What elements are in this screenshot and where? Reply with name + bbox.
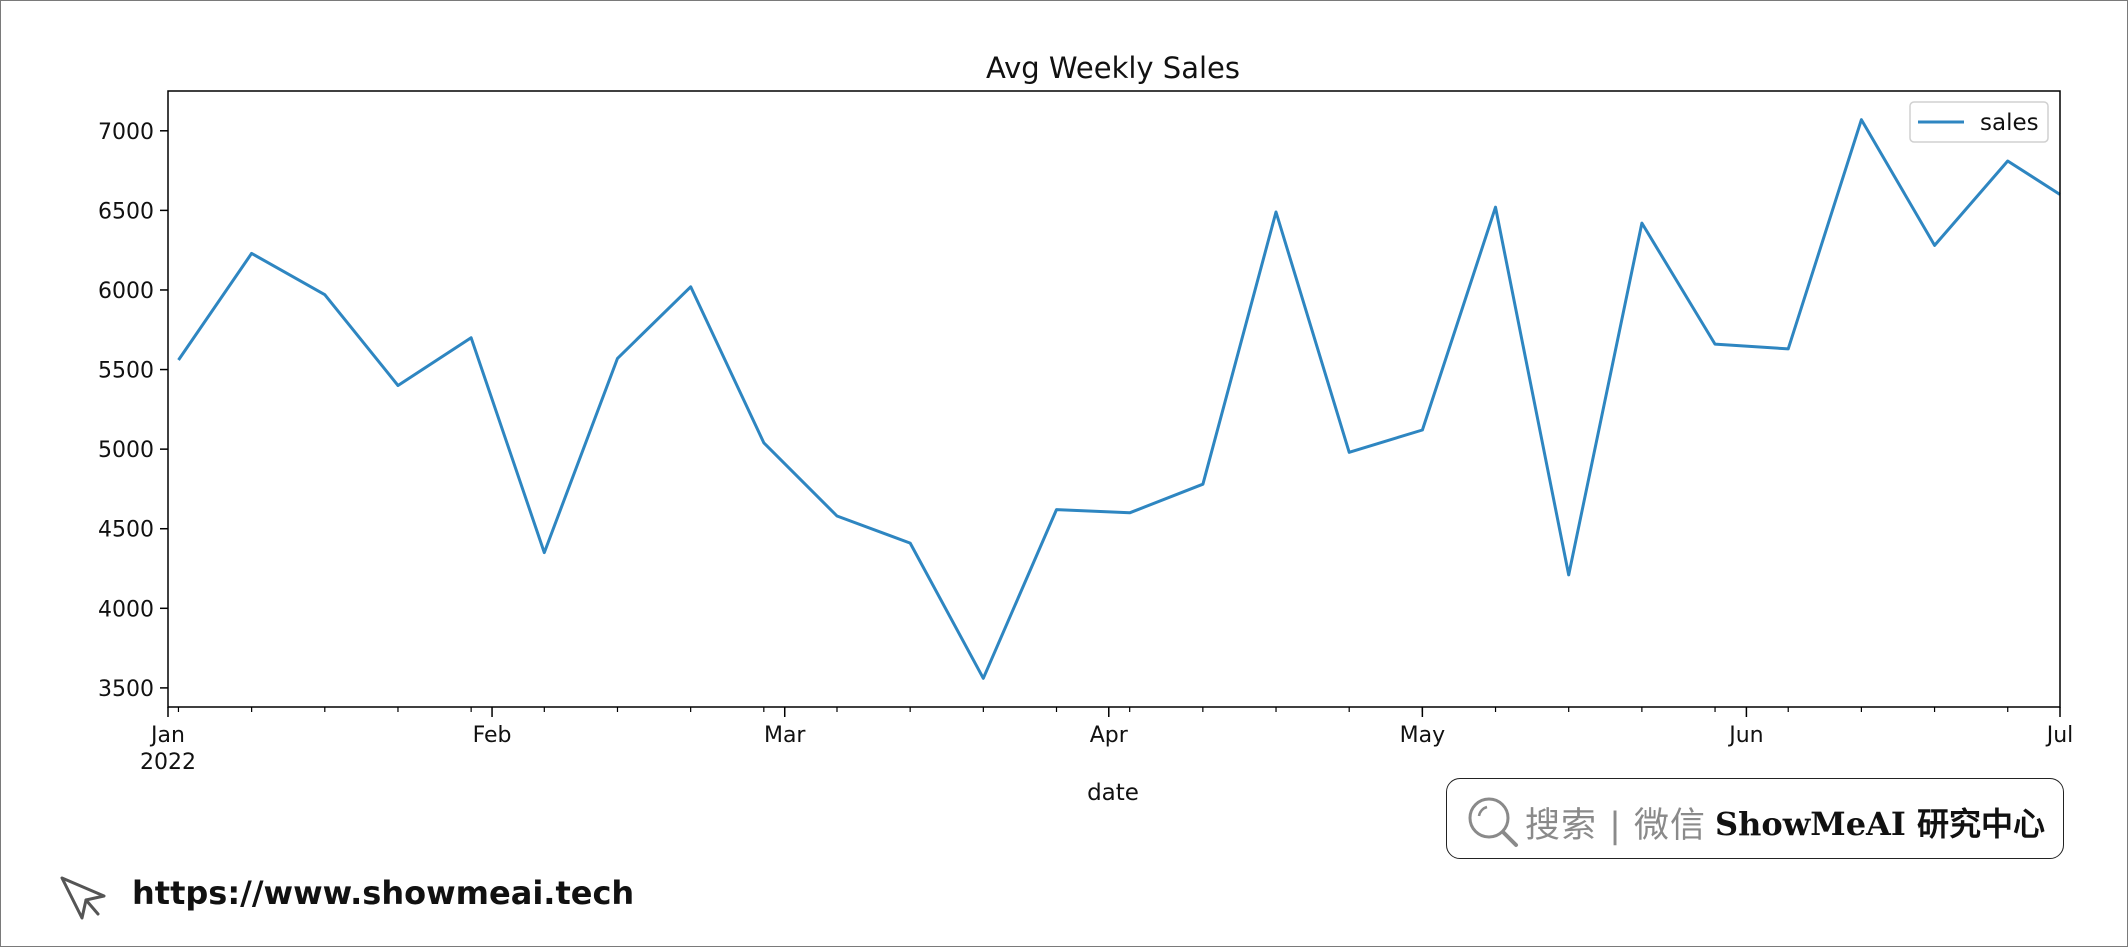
chart-title: Avg Weekly Sales <box>986 51 1240 85</box>
watermark-badge: 搜索 | 微信 ShowMeAI 研究中心 <box>1446 778 2064 859</box>
y-axis: 3500 4000 4500 5000 5500 6000 6500 7000 <box>98 120 168 702</box>
x-tick-sublabel: 2022 <box>140 750 196 775</box>
x-tick-label: Jun <box>1727 723 1763 748</box>
y-tick-label: 6000 <box>98 279 154 304</box>
legend-box <box>1909 101 2049 143</box>
y-tick-label: 5500 <box>98 359 154 384</box>
x-axis-label: date <box>1087 780 1139 806</box>
y-tick-label: 3500 <box>98 677 154 702</box>
search-icon <box>1468 797 1518 847</box>
y-tick-label: 4000 <box>98 597 154 622</box>
x-tick-label: May <box>1400 723 1445 748</box>
y-tick-label: 5000 <box>98 438 154 463</box>
watermark-search-text: 搜索 | 微信 <box>1525 806 1707 846</box>
legend-label-sales: sales <box>1980 110 2039 136</box>
footer-url-link[interactable]: https://www.showmeai.tech <box>132 874 635 912</box>
x-tick-label: Feb <box>473 723 512 748</box>
series-line-sales <box>177 118 2061 680</box>
cursor-icon <box>60 876 106 920</box>
plot-area-frame <box>167 90 2061 708</box>
x-tick-label: Jul <box>2045 723 2074 748</box>
x-tick-label: Jan <box>149 723 185 748</box>
series-group <box>177 118 2061 680</box>
watermark-brand-text: ShowMeAI 研究中心 <box>1715 805 2045 843</box>
y-tick-label: 7000 <box>98 120 154 145</box>
y-tick-label: 6500 <box>98 199 154 224</box>
x-tick-label: Mar <box>764 723 806 748</box>
y-tick-label: 4500 <box>98 518 154 543</box>
x-tick-label: Apr <box>1090 723 1129 748</box>
legend: sales <box>1909 101 2049 143</box>
